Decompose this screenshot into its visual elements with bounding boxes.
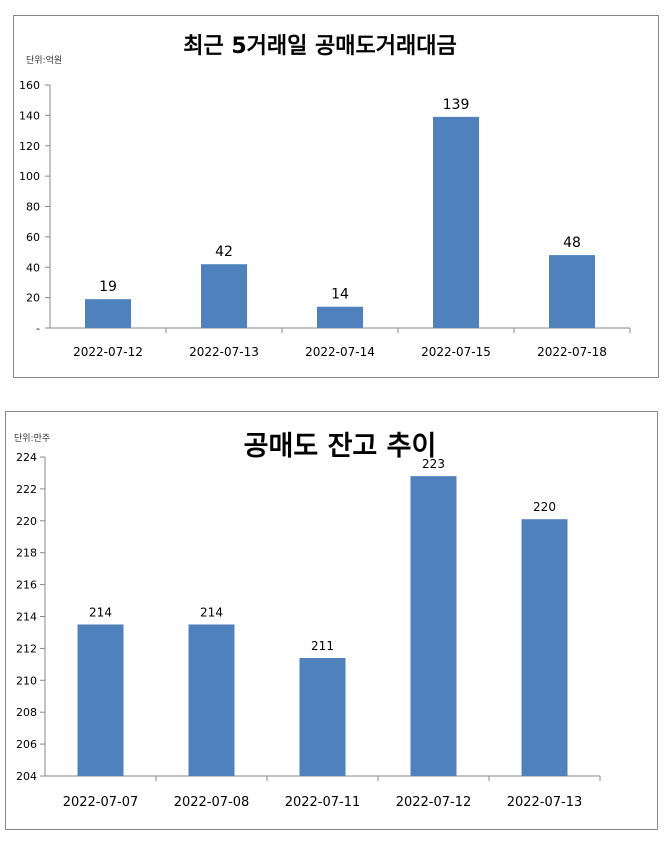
chart-1-y-tick-label: 40	[26, 261, 40, 274]
chart-2-x-tick-label: 2022-07-08	[174, 795, 250, 810]
chart-2-y-tick-label: 212	[16, 642, 37, 655]
chart-2-bar	[299, 657, 346, 776]
chart-2-bar	[188, 624, 235, 776]
chart-2-x-tick-label: 2022-07-07	[63, 795, 139, 810]
chart-2-y-tick-label: 218	[16, 547, 37, 560]
chart-2-x-tick-label: 2022-07-13	[507, 795, 583, 810]
chart-2-y-tick-label: 220	[16, 515, 37, 528]
chart-1-y-tick-label: 20	[26, 292, 40, 305]
chart-2-x-tick-label: 2022-07-11	[285, 795, 361, 810]
chart-2-bar	[521, 519, 568, 776]
chart-1-data-label: 14	[331, 287, 349, 303]
chart-1-bar	[85, 299, 131, 328]
chart-1-x-tick-label: 2022-07-12	[73, 345, 143, 359]
chart-1-y-tick-label: 140	[19, 109, 40, 122]
chart-1-data-label: 42	[215, 244, 233, 260]
chart-1-x-tick-label: 2022-07-14	[305, 345, 375, 359]
chart-2-data-label: 223	[422, 457, 445, 471]
chart-2-data-label: 211	[311, 639, 334, 653]
chart-1-bar	[549, 255, 595, 328]
chart-1-x-tick-label: 2022-07-15	[421, 345, 491, 359]
chart-2-bar	[410, 476, 457, 776]
chart-1-y-tick-label: 160	[19, 79, 40, 92]
chart-1-data-label: 19	[99, 279, 117, 295]
chart-1-y-tick-label: 120	[19, 140, 40, 153]
chart-1-bar	[201, 264, 247, 328]
chart-1-data-label: 139	[443, 97, 470, 113]
chart-1-y-tick-label: 80	[26, 201, 40, 214]
chart-2-unit-label: 단위:만주	[14, 433, 50, 444]
chart-1-y-tick-label: -	[36, 322, 40, 335]
chart-1-y-tick-label: 100	[19, 170, 40, 183]
chart-1-data-label: 48	[563, 235, 581, 251]
chart-2-y-tick-label: 214	[16, 611, 37, 624]
chart-1-y-tick-label: 60	[26, 231, 40, 244]
chart-2-y-tick-label: 208	[16, 706, 37, 719]
chart-2-data-label: 214	[89, 605, 112, 619]
chart-1-title: 최근 5거래일 공매도거래대금	[183, 34, 457, 59]
chart-2-bar	[77, 624, 124, 776]
chart-1-bar	[433, 116, 479, 328]
chart-1-bar	[317, 306, 363, 328]
chart-2-y-tick-label: 222	[16, 483, 37, 496]
chart-2-y-tick-label: 224	[16, 451, 37, 464]
chart-2-y-tick-label: 216	[16, 579, 37, 592]
chart-2-data-label: 220	[533, 500, 556, 514]
chart-2-data-label: 214	[200, 605, 223, 619]
chart-2-title: 공매도 잔고 추이	[244, 431, 437, 462]
chart-2-x-tick-label: 2022-07-12	[396, 795, 472, 810]
chart-2-y-tick-label: 210	[16, 674, 37, 687]
chart-2-y-tick-label: 206	[16, 738, 37, 751]
chart-2-y-tick-label: 204	[16, 770, 37, 783]
chart-1-unit-label: 단위:억원	[26, 54, 62, 66]
chart-1-x-tick-label: 2022-07-13	[189, 345, 259, 359]
chart-1-x-tick-label: 2022-07-18	[537, 345, 607, 359]
